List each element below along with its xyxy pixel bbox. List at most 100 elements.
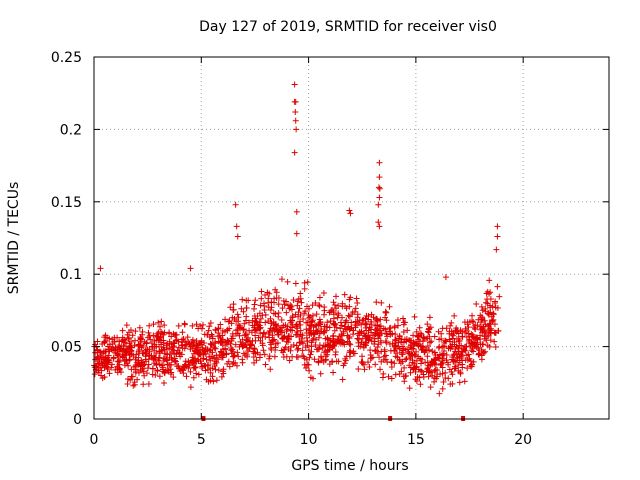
data-point <box>265 295 272 302</box>
data-point <box>407 364 414 371</box>
data-point <box>289 313 296 320</box>
data-point <box>420 371 427 378</box>
data-point <box>280 353 287 360</box>
data-point <box>226 363 233 370</box>
data-point <box>99 341 106 348</box>
data-point <box>440 379 447 386</box>
data-point <box>124 360 131 367</box>
data-point <box>268 299 275 306</box>
data-point <box>345 323 352 330</box>
data-point <box>316 294 323 301</box>
data-point <box>410 332 417 339</box>
data-point <box>373 315 380 322</box>
data-point <box>139 366 146 373</box>
data-point <box>443 351 450 358</box>
data-point <box>176 349 183 356</box>
data-point <box>485 290 492 297</box>
data-point <box>243 336 250 343</box>
data-point <box>407 369 414 376</box>
data-point <box>313 311 320 318</box>
data-point <box>243 313 250 320</box>
data-point <box>415 333 422 340</box>
data-point <box>465 330 472 337</box>
data-point <box>240 326 247 333</box>
data-point <box>225 358 232 365</box>
data-point <box>222 346 229 353</box>
data-point <box>228 335 235 342</box>
data-point <box>365 337 372 344</box>
data-point <box>171 343 178 350</box>
data-point <box>346 335 353 342</box>
data-point <box>375 219 382 226</box>
data-point <box>189 322 196 329</box>
data-point <box>391 324 398 331</box>
data-point <box>346 303 353 310</box>
data-point <box>218 349 225 356</box>
data-point <box>224 338 231 345</box>
data-point <box>448 369 455 376</box>
data-point <box>455 361 462 368</box>
data-point <box>364 335 371 342</box>
data-point <box>294 346 301 353</box>
data-point <box>260 347 267 354</box>
data-point <box>99 350 106 357</box>
x-axis-label: GPS time / hours <box>291 458 408 474</box>
data-point <box>486 302 493 309</box>
data-point <box>449 380 456 387</box>
data-point <box>155 337 162 344</box>
data-point <box>271 295 278 302</box>
data-point <box>295 296 302 303</box>
data-point <box>406 350 413 357</box>
data-point <box>114 334 121 341</box>
data-point <box>130 382 137 389</box>
data-point <box>314 346 321 353</box>
data-point <box>452 348 459 355</box>
data-point <box>309 375 316 382</box>
data-point <box>465 351 472 358</box>
data-point <box>352 321 359 328</box>
grid <box>94 57 609 419</box>
data-point <box>339 332 346 339</box>
data-point <box>405 350 412 357</box>
data-point <box>186 341 193 348</box>
data-point <box>288 303 295 310</box>
data-point <box>442 274 449 281</box>
data-point <box>396 332 403 339</box>
data-point <box>106 370 113 377</box>
data-point <box>190 339 197 346</box>
data-point <box>270 321 277 328</box>
data-point <box>347 349 354 356</box>
data-point <box>333 324 340 331</box>
data-point <box>440 343 447 350</box>
data-point <box>204 347 211 354</box>
data-point <box>492 344 499 351</box>
data-point <box>388 375 395 382</box>
data-point <box>173 351 180 358</box>
data-point <box>271 336 278 343</box>
data-point <box>156 348 163 355</box>
data-point <box>432 361 439 368</box>
data-point <box>436 390 443 397</box>
data-point <box>181 321 188 328</box>
data-point <box>391 347 398 354</box>
data-point <box>104 354 111 361</box>
data-point <box>491 321 498 328</box>
data-point <box>451 363 458 370</box>
data-point <box>115 343 122 350</box>
data-point <box>477 336 484 343</box>
data-point <box>201 331 208 338</box>
data-point <box>231 352 238 359</box>
data-point <box>362 342 369 349</box>
data-point <box>179 336 186 343</box>
data-point <box>354 330 361 337</box>
data-point <box>301 279 308 286</box>
data-point <box>229 314 236 321</box>
data-point <box>116 357 123 364</box>
data-point <box>175 338 182 345</box>
x-axis: 0 5 10 15 20 <box>90 57 532 448</box>
data-point <box>108 364 115 371</box>
data-point <box>270 337 277 344</box>
data-point <box>259 312 266 319</box>
data-point <box>146 333 153 340</box>
data-point <box>331 320 338 327</box>
